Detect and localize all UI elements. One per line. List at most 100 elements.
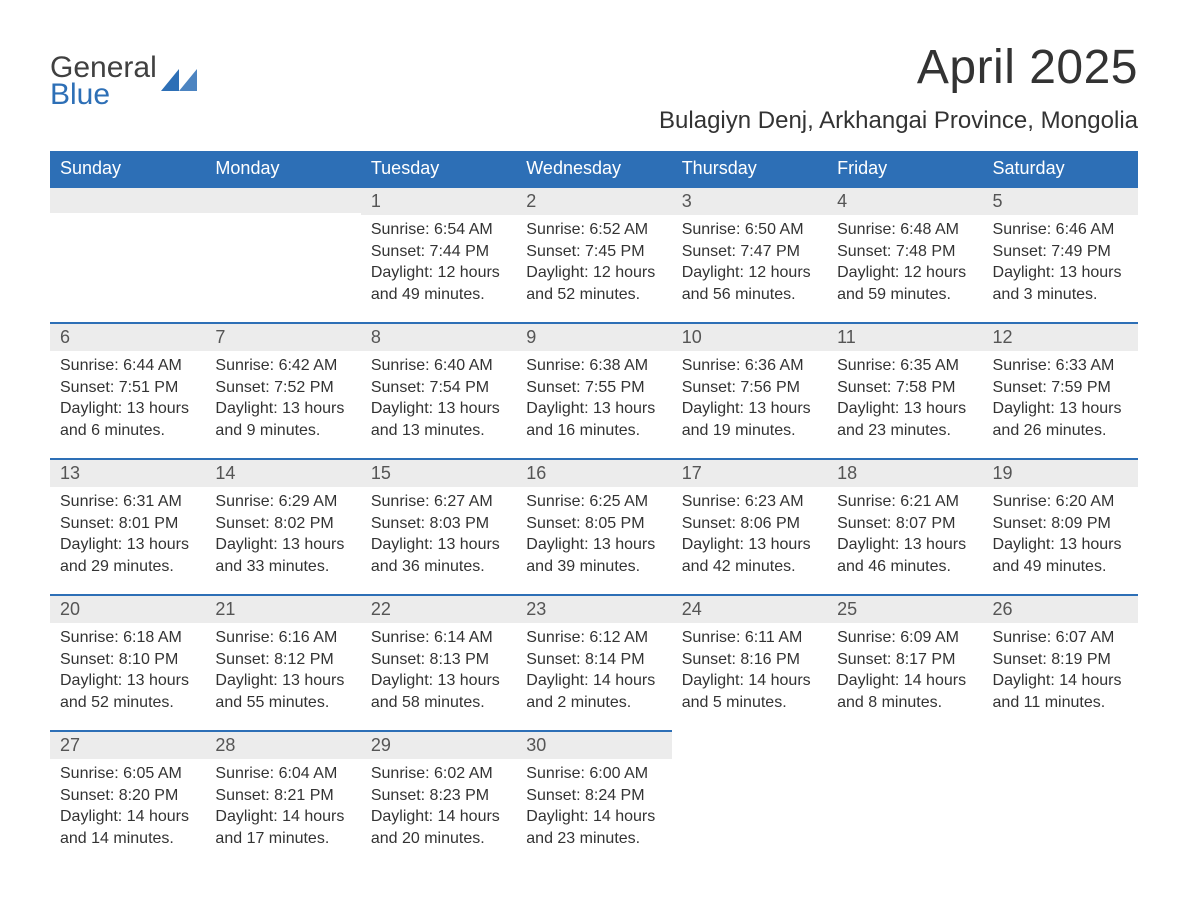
day-number: 15 [361, 458, 516, 487]
daylight-text: Daylight: 13 hours and 23 minutes. [837, 398, 972, 441]
sunrise-text: Sunrise: 6:31 AM [60, 491, 195, 513]
calendar-cell: 23Sunrise: 6:12 AMSunset: 8:14 PMDayligh… [516, 594, 671, 730]
day-number: 11 [827, 322, 982, 351]
sunrise-text: Sunrise: 6:52 AM [526, 219, 661, 241]
calendar-cell: 21Sunrise: 6:16 AMSunset: 8:12 PMDayligh… [205, 594, 360, 730]
calendar-cell: 20Sunrise: 6:18 AMSunset: 8:10 PMDayligh… [50, 594, 205, 730]
sunrise-text: Sunrise: 6:33 AM [993, 355, 1128, 377]
day-details: Sunrise: 6:42 AMSunset: 7:52 PMDaylight:… [205, 351, 360, 449]
day-details: Sunrise: 6:07 AMSunset: 8:19 PMDaylight:… [983, 623, 1138, 721]
daylight-text: Daylight: 12 hours and 49 minutes. [371, 262, 506, 305]
daylight-text: Daylight: 13 hours and 52 minutes. [60, 670, 195, 713]
day-number: 24 [672, 594, 827, 623]
sunset-text: Sunset: 8:07 PM [837, 513, 972, 535]
daylight-text: Daylight: 13 hours and 36 minutes. [371, 534, 506, 577]
location-subtitle: Bulagiyn Denj, Arkhangai Province, Mongo… [659, 107, 1138, 135]
day-details: Sunrise: 6:48 AMSunset: 7:48 PMDaylight:… [827, 215, 982, 313]
empty-day-header [205, 186, 360, 213]
daylight-text: Daylight: 13 hours and 6 minutes. [60, 398, 195, 441]
day-number: 16 [516, 458, 671, 487]
day-details: Sunrise: 6:52 AMSunset: 7:45 PMDaylight:… [516, 215, 671, 313]
sunrise-text: Sunrise: 6:04 AM [215, 763, 350, 785]
calendar-cell: 24Sunrise: 6:11 AMSunset: 8:16 PMDayligh… [672, 594, 827, 730]
daylight-text: Daylight: 14 hours and 5 minutes. [682, 670, 817, 713]
day-details: Sunrise: 6:44 AMSunset: 7:51 PMDaylight:… [50, 351, 205, 449]
sunrise-text: Sunrise: 6:23 AM [682, 491, 817, 513]
calendar-cell: 25Sunrise: 6:09 AMSunset: 8:17 PMDayligh… [827, 594, 982, 730]
calendar-cell: 5Sunrise: 6:46 AMSunset: 7:49 PMDaylight… [983, 186, 1138, 322]
sunset-text: Sunset: 8:09 PM [993, 513, 1128, 535]
calendar-cell: 9Sunrise: 6:38 AMSunset: 7:55 PMDaylight… [516, 322, 671, 458]
day-details: Sunrise: 6:14 AMSunset: 8:13 PMDaylight:… [361, 623, 516, 721]
sunset-text: Sunset: 8:14 PM [526, 649, 661, 671]
sunrise-text: Sunrise: 6:48 AM [837, 219, 972, 241]
sunrise-text: Sunrise: 6:29 AM [215, 491, 350, 513]
day-number: 6 [50, 322, 205, 351]
daylight-text: Daylight: 13 hours and 3 minutes. [993, 262, 1128, 305]
day-number: 19 [983, 458, 1138, 487]
daylight-text: Daylight: 13 hours and 33 minutes. [215, 534, 350, 577]
daylight-text: Daylight: 13 hours and 19 minutes. [682, 398, 817, 441]
sunset-text: Sunset: 7:44 PM [371, 241, 506, 263]
day-number: 17 [672, 458, 827, 487]
day-details: Sunrise: 6:25 AMSunset: 8:05 PMDaylight:… [516, 487, 671, 585]
sunset-text: Sunset: 7:51 PM [60, 377, 195, 399]
daylight-text: Daylight: 14 hours and 23 minutes. [526, 806, 661, 849]
empty-day-header [50, 186, 205, 213]
sunrise-text: Sunrise: 6:27 AM [371, 491, 506, 513]
sunset-text: Sunset: 8:17 PM [837, 649, 972, 671]
daylight-text: Daylight: 12 hours and 56 minutes. [682, 262, 817, 305]
sunset-text: Sunset: 8:12 PM [215, 649, 350, 671]
day-number: 23 [516, 594, 671, 623]
day-number: 5 [983, 186, 1138, 215]
day-details: Sunrise: 6:27 AMSunset: 8:03 PMDaylight:… [361, 487, 516, 585]
sunrise-text: Sunrise: 6:02 AM [371, 763, 506, 785]
day-details: Sunrise: 6:21 AMSunset: 8:07 PMDaylight:… [827, 487, 982, 585]
sunrise-text: Sunrise: 6:07 AM [993, 627, 1128, 649]
day-details: Sunrise: 6:20 AMSunset: 8:09 PMDaylight:… [983, 487, 1138, 585]
sunrise-text: Sunrise: 6:54 AM [371, 219, 506, 241]
title-block: April 2025 Bulagiyn Denj, Arkhangai Prov… [659, 40, 1138, 145]
sunset-text: Sunset: 8:20 PM [60, 785, 195, 807]
day-details: Sunrise: 6:29 AMSunset: 8:02 PMDaylight:… [205, 487, 360, 585]
sunrise-text: Sunrise: 6:16 AM [215, 627, 350, 649]
calendar-week-row: 13Sunrise: 6:31 AMSunset: 8:01 PMDayligh… [50, 458, 1138, 594]
sunrise-text: Sunrise: 6:36 AM [682, 355, 817, 377]
brand-logo: General Blue [50, 40, 197, 108]
day-details: Sunrise: 6:38 AMSunset: 7:55 PMDaylight:… [516, 351, 671, 449]
weekday-header: Saturday [983, 151, 1138, 186]
calendar-cell: 28Sunrise: 6:04 AMSunset: 8:21 PMDayligh… [205, 730, 360, 866]
calendar-cell [827, 730, 982, 866]
day-details: Sunrise: 6:54 AMSunset: 7:44 PMDaylight:… [361, 215, 516, 313]
calendar-cell: 1Sunrise: 6:54 AMSunset: 7:44 PMDaylight… [361, 186, 516, 322]
calendar-cell: 8Sunrise: 6:40 AMSunset: 7:54 PMDaylight… [361, 322, 516, 458]
sunrise-text: Sunrise: 6:14 AM [371, 627, 506, 649]
daylight-text: Daylight: 13 hours and 49 minutes. [993, 534, 1128, 577]
day-details: Sunrise: 6:40 AMSunset: 7:54 PMDaylight:… [361, 351, 516, 449]
calendar-cell: 26Sunrise: 6:07 AMSunset: 8:19 PMDayligh… [983, 594, 1138, 730]
calendar-cell: 11Sunrise: 6:35 AMSunset: 7:58 PMDayligh… [827, 322, 982, 458]
day-number: 28 [205, 730, 360, 759]
calendar-cell: 17Sunrise: 6:23 AMSunset: 8:06 PMDayligh… [672, 458, 827, 594]
calendar-table: Sunday Monday Tuesday Wednesday Thursday… [50, 151, 1138, 866]
calendar-cell [672, 730, 827, 866]
sunset-text: Sunset: 7:55 PM [526, 377, 661, 399]
sunset-text: Sunset: 8:24 PM [526, 785, 661, 807]
calendar-cell: 18Sunrise: 6:21 AMSunset: 8:07 PMDayligh… [827, 458, 982, 594]
sunrise-text: Sunrise: 6:09 AM [837, 627, 972, 649]
day-details: Sunrise: 6:23 AMSunset: 8:06 PMDaylight:… [672, 487, 827, 585]
sunrise-text: Sunrise: 6:12 AM [526, 627, 661, 649]
daylight-text: Daylight: 13 hours and 9 minutes. [215, 398, 350, 441]
day-details: Sunrise: 6:09 AMSunset: 8:17 PMDaylight:… [827, 623, 982, 721]
daylight-text: Daylight: 13 hours and 26 minutes. [993, 398, 1128, 441]
day-number: 8 [361, 322, 516, 351]
sunrise-text: Sunrise: 6:35 AM [837, 355, 972, 377]
day-details: Sunrise: 6:50 AMSunset: 7:47 PMDaylight:… [672, 215, 827, 313]
day-number: 25 [827, 594, 982, 623]
calendar-cell: 22Sunrise: 6:14 AMSunset: 8:13 PMDayligh… [361, 594, 516, 730]
calendar-cell: 4Sunrise: 6:48 AMSunset: 7:48 PMDaylight… [827, 186, 982, 322]
calendar-cell: 15Sunrise: 6:27 AMSunset: 8:03 PMDayligh… [361, 458, 516, 594]
sunset-text: Sunset: 7:52 PM [215, 377, 350, 399]
day-number: 13 [50, 458, 205, 487]
sunset-text: Sunset: 7:45 PM [526, 241, 661, 263]
